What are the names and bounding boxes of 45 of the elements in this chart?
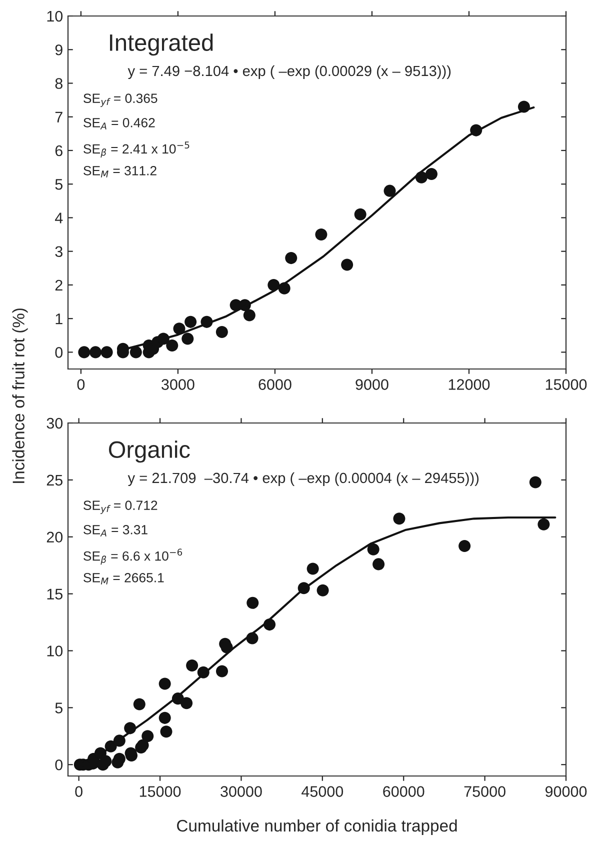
- x-tick-label: 15000: [140, 786, 181, 797]
- annotation: SE$_{A}$ = 0.462: [84, 118, 155, 130]
- y-tick-label: 20: [46, 532, 63, 543]
- x-tick-label: 6000: [258, 379, 292, 390]
- annotation: SE$_{yf}$ = 0.712: [84, 500, 158, 514]
- annotation: y = 21.709 –30.74 • exp ( –exp (0.00004 (x – 29455))): [128, 472, 479, 486]
- annotation: y = 7.49 −8.104 • exp ( –exp (0.00029 (x – 9513))): [128, 65, 451, 80]
- x-tick-label: 3000: [162, 379, 194, 390]
- y-tick-label: 5: [55, 702, 62, 714]
- text: Organic: [108, 440, 190, 463]
- x-tick-label: 0: [77, 379, 85, 390]
- y-tick-label: 0: [55, 347, 63, 358]
- y-tick-label: 8: [55, 78, 62, 89]
- y-tick-label: 6: [55, 145, 62, 156]
- y-tick-label: 9: [55, 44, 62, 56]
- x-tick-label: 90000: [545, 786, 587, 797]
- x-tick-label: 45000: [302, 786, 344, 797]
- y-tick-label: 5: [55, 179, 62, 190]
- x-tick-label: 12000: [448, 379, 490, 390]
- y-tick-label: 30: [46, 418, 63, 429]
- y-tick-label: 4: [54, 212, 63, 224]
- x-tick-label: 0: [75, 786, 82, 797]
- x-tick-label: 60000: [383, 786, 424, 797]
- x-tick-label: 30000: [220, 786, 262, 797]
- text: Integrated: [110, 34, 213, 56]
- y-tick-label: 1: [56, 314, 62, 324]
- annotation: SE$_{M}$ = 311.2: [84, 166, 156, 178]
- y-tick-label: 3: [55, 246, 62, 258]
- annotation: SE$_{A}$ = 3.31: [84, 524, 148, 536]
- y-tick-label: 2: [55, 280, 62, 290]
- y-tick-label: 7: [55, 112, 62, 122]
- x-tick-label: 75000: [464, 786, 506, 797]
- x-axis-title: Cumulative number of conidia trapped: [177, 819, 457, 835]
- x-tick-label: 15000: [546, 379, 587, 390]
- y-tick-label: 10: [47, 646, 63, 656]
- x-tick-label: 9000: [356, 379, 388, 390]
- y-tick-label: 15: [47, 588, 62, 600]
- annotation: SE$_{β}$ = 6.6 x 10$^{−6}$: [84, 548, 182, 565]
- annotation: SE$_{yf}$ = 0.365: [84, 94, 158, 107]
- y-tick-label: 0: [55, 759, 63, 770]
- annotation: SE$_{β}$ = 2.41 x 10$^{−5}$: [84, 142, 190, 158]
- y-axis-title: Incidence of fruit rot (%): [12, 308, 28, 483]
- y-tick-label: 25: [46, 474, 62, 486]
- annotation: SE$_{M}$ = 2665.1: [84, 573, 164, 584]
- y-tick-label: 10: [47, 10, 63, 22]
